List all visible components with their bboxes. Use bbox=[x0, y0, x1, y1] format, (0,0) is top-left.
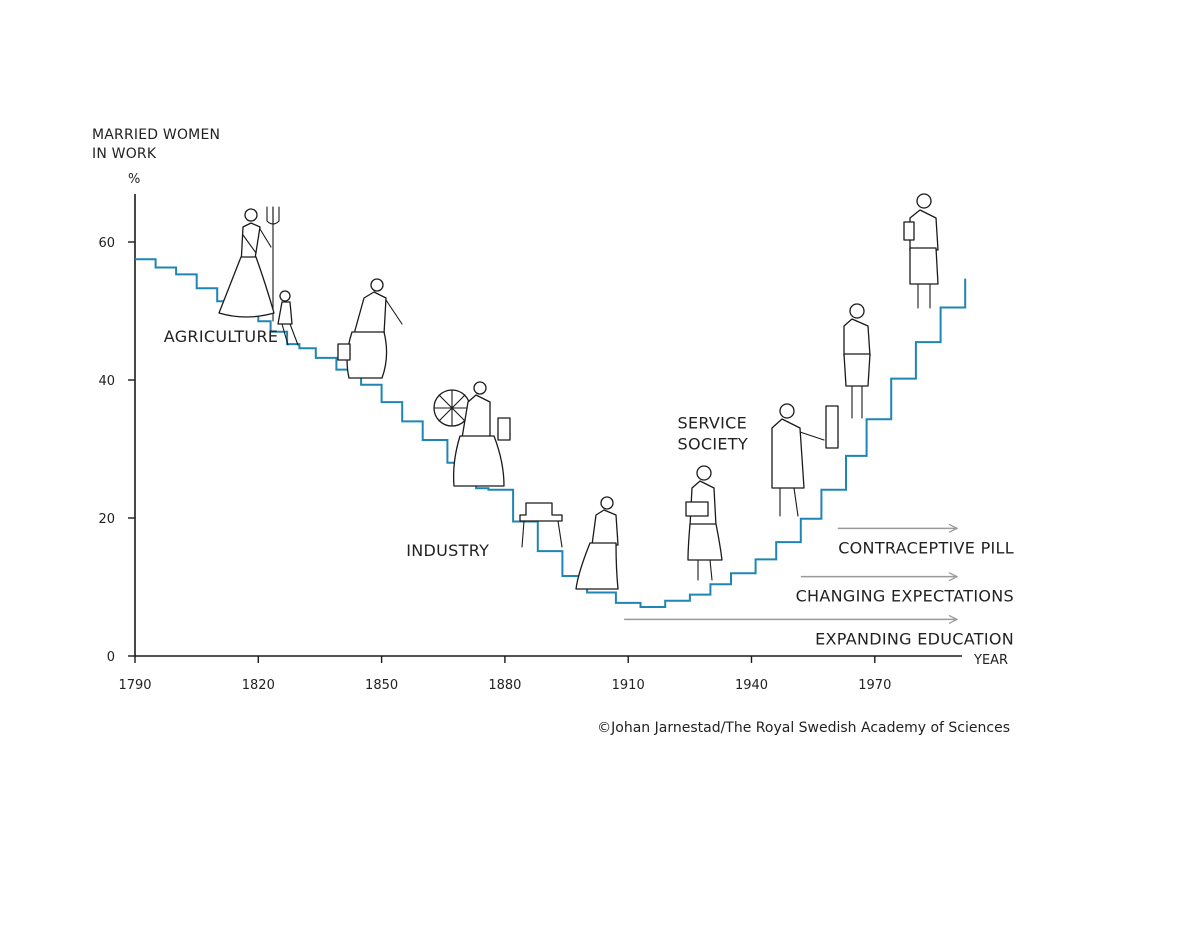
era-label: SERVICE bbox=[678, 413, 748, 432]
y-tick-label: 40 bbox=[98, 374, 115, 389]
y-axis-unit: % bbox=[128, 172, 140, 187]
credit-text: ©Johan Jarnestad/The Royal Swedish Acade… bbox=[597, 720, 1010, 736]
figure-agriculture-child-icon bbox=[277, 290, 299, 346]
factor-label: CHANGING EXPECTATIONS bbox=[796, 587, 1014, 606]
y-axis-title-line1: MARRIED WOMEN bbox=[92, 127, 220, 143]
figure-industry-woman-bucket-icon bbox=[337, 278, 403, 379]
figure-service-woman-suit-icon bbox=[843, 303, 871, 419]
y-tick-label: 20 bbox=[98, 512, 115, 527]
figure-service-woman-tote-icon bbox=[903, 193, 939, 309]
x-tick-label: 1910 bbox=[612, 678, 645, 693]
y-tick-label: 60 bbox=[98, 236, 115, 251]
factor-arrows-group: CONTRACEPTIVE PILL CHANGING EXPECTATIONS E… bbox=[624, 528, 1014, 648]
x-tick-label: 1880 bbox=[488, 678, 521, 693]
series-step-line bbox=[135, 258, 967, 608]
labels-group: AGRICULTURE INDUSTRY SERVICE SOCIETY bbox=[164, 327, 748, 560]
y-axis-title-line2: IN WORK bbox=[92, 146, 157, 162]
era-label: INDUSTRY bbox=[406, 541, 489, 560]
x-tick-label: 1820 bbox=[242, 678, 275, 693]
figure-service-woman-books-icon bbox=[685, 465, 723, 581]
x-axis-title: YEAR bbox=[973, 653, 1008, 668]
x-tick-label: 1940 bbox=[735, 678, 768, 693]
era-label: SOCIETY bbox=[678, 434, 748, 453]
x-tick-label: 1970 bbox=[858, 678, 891, 693]
ticks-group: 1790 1820 1850 1880 1910 1940 1970 0 20 40 60 bbox=[98, 236, 891, 693]
y-tick-label: 0 bbox=[107, 650, 115, 665]
figure-service-woman-presenting-icon bbox=[771, 403, 839, 517]
era-label: AGRICULTURE bbox=[164, 327, 279, 346]
figure-industry-spinning-wheel-icon bbox=[433, 381, 511, 487]
figure-agriculture-woman-pitchfork-icon bbox=[218, 206, 280, 322]
factor-label: CONTRACEPTIVE PILL bbox=[838, 538, 1014, 557]
factor-label: EXPANDING EDUCATION bbox=[815, 629, 1014, 648]
x-tick-label: 1790 bbox=[118, 678, 151, 693]
x-tick-label: 1850 bbox=[365, 678, 398, 693]
figure-industry-sewing-machine-icon bbox=[519, 496, 619, 590]
